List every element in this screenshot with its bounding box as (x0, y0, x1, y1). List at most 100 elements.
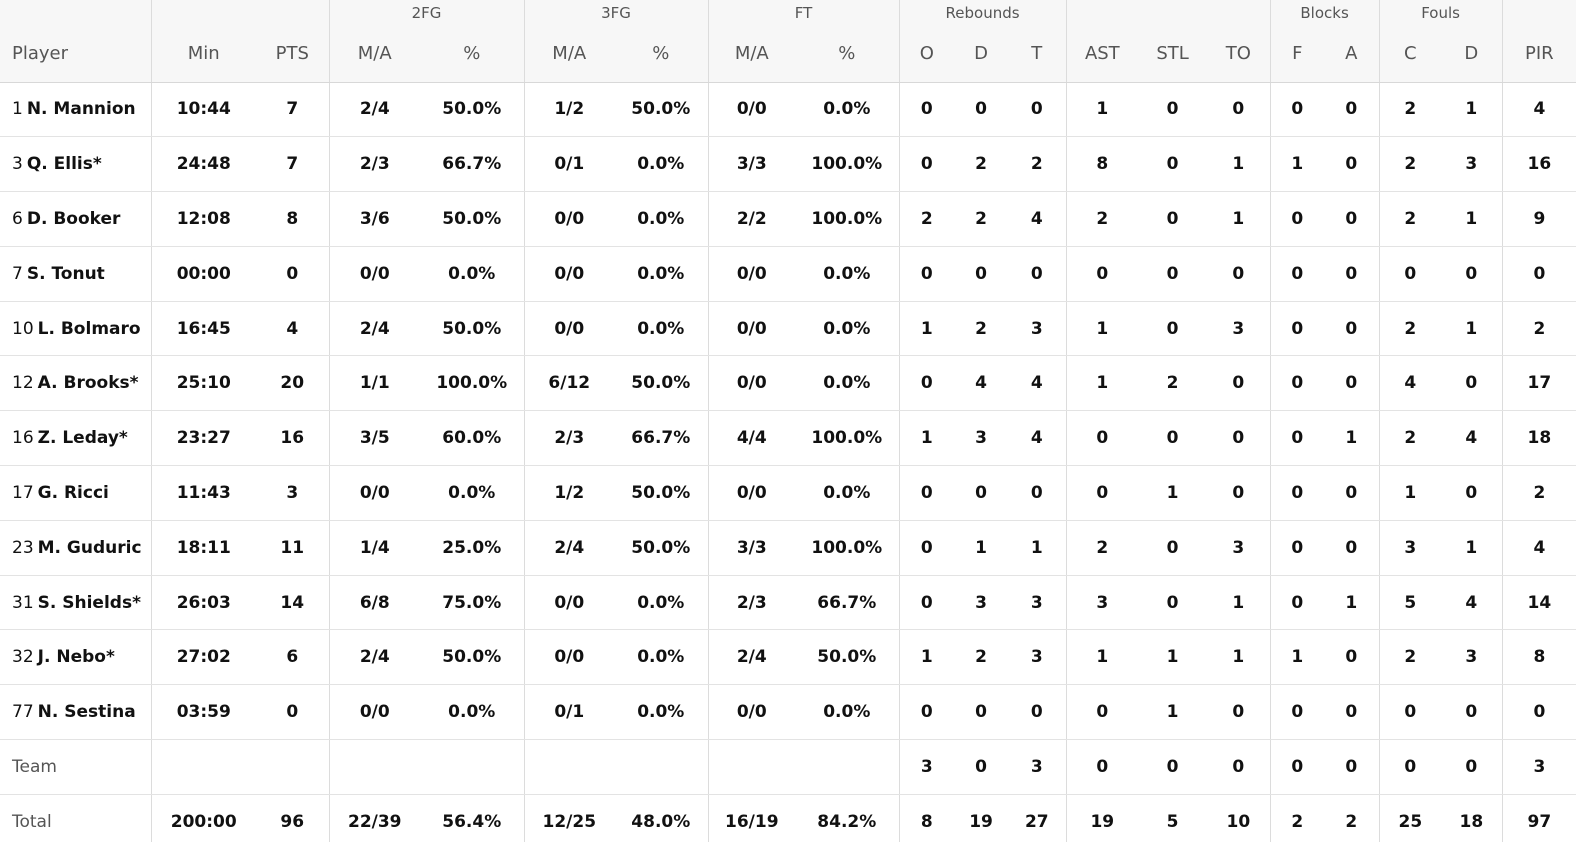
player-row[interactable]: 23 M. Guduric 18:11 11 1/4 25.0% 2/4 50.0% 3/3 10… (0, 520, 1576, 576)
player-row[interactable]: 1 N. Mannion 10:44 7 2/4 50.0% 1/2 50.0% 0/0 0.0%… (0, 82, 1576, 138)
player-name-link[interactable]: A. Brooks* (37, 373, 139, 394)
cell-2fg-pct: 50.0% (420, 629, 525, 686)
cell-fouls-c: 4 (1379, 355, 1442, 412)
cell-reb-t: 4 (1008, 191, 1067, 247)
cell-player[interactable]: 17 G. Ricci (0, 465, 152, 521)
cell-2fg-pct: 100.0% (420, 355, 525, 412)
cell-min: 24:48 (151, 136, 256, 193)
player-row[interactable]: 32 J. Nebo* 27:02 6 2/4 50.0% 0/0 0.0% 2/4 50.0% 1… (0, 629, 1576, 686)
cell-fouls-d: 1 (1441, 301, 1503, 357)
col-to[interactable]: TO (1207, 25, 1271, 83)
col-blk-a[interactable]: A (1324, 25, 1380, 83)
cell-pts: 4 (256, 301, 330, 357)
cell-player[interactable]: 32 J. Nebo* (0, 629, 152, 686)
cell-stl: 0 (1138, 410, 1208, 467)
player-name-link[interactable]: S. Tonut (26, 263, 105, 284)
cell-player[interactable]: 12 A. Brooks* (0, 355, 152, 412)
cell-pts: 6 (256, 629, 330, 686)
cell-pts: 96 (256, 794, 330, 842)
cell-blk-f: 0 (1270, 355, 1325, 412)
cell-player[interactable]: 10 L. Bolmaro (0, 301, 152, 357)
cell-reb-d: 2 (954, 629, 1009, 686)
total-row: Total 200:00 96 22/39 56.4% 12/25 48.0% 16/19 84… (0, 794, 1576, 842)
col-reb-t[interactable]: T (1008, 25, 1067, 83)
col-fouls-d[interactable]: D (1441, 25, 1503, 83)
cell-player[interactable]: 23 M. Guduric (0, 520, 152, 576)
cell-pts: 0 (256, 246, 330, 302)
cell-pir: 14 (1502, 575, 1576, 631)
col-2fg-pct[interactable]: % (420, 25, 525, 83)
player-row[interactable]: 31 S. Shields* 26:03 14 6/8 75.0% 0/0 0.0% 2/3 66… (0, 575, 1576, 631)
col-player[interactable]: Player (0, 25, 152, 83)
player-row[interactable]: 3 Q. Ellis* 24:48 7 2/3 66.7% 0/1 0.0% 3/3 100.0%… (0, 136, 1576, 193)
cell-to: 1 (1207, 575, 1271, 631)
player-row[interactable]: 77 N. Sestina 03:59 0 0/0 0.0% 0/1 0.0% 0/0 0.0% 0… (0, 684, 1576, 741)
cell-ft-ma: 0/0 (708, 465, 796, 521)
col-reb-d[interactable]: D (954, 25, 1009, 83)
cell-player[interactable]: 7 S. Tonut (0, 246, 152, 302)
player-name-link[interactable]: S. Shields* (37, 592, 141, 613)
player-name-link[interactable]: N. Mannion (26, 99, 136, 120)
col-min[interactable]: Min (151, 25, 256, 83)
cell-blk-f: 0 (1270, 575, 1325, 631)
col-fouls-c[interactable]: C (1379, 25, 1442, 83)
group-empty (1502, 0, 1576, 25)
cell-ft-pct: 50.0% (795, 629, 900, 686)
player-name-link[interactable]: D. Booker (26, 208, 121, 229)
cell-player[interactable]: 16 Z. Leday* (0, 410, 152, 467)
cell-player[interactable]: 31 S. Shields* (0, 575, 152, 631)
cell-ft-pct: 0.0% (795, 684, 900, 741)
col-ft-ma[interactable]: M/A (708, 25, 796, 83)
col-ast[interactable]: AST (1066, 25, 1139, 83)
player-name-link[interactable]: G. Ricci (37, 482, 109, 503)
cell-3fg-pct: 0.0% (614, 684, 709, 741)
col-ft-pct[interactable]: % (795, 25, 900, 83)
cell-ft-ma (708, 739, 796, 795)
col-pts[interactable]: PTS (256, 25, 330, 83)
cell-3fg-ma: 6/12 (524, 355, 615, 412)
player-name-link[interactable]: J. Nebo* (37, 647, 115, 668)
player-row[interactable]: 17 G. Ricci 11:43 3 0/0 0.0% 1/2 50.0% 0/0 0.0% 0 0… (0, 465, 1576, 521)
cell-ast: 0 (1066, 739, 1139, 795)
cell-ft-ma: 0/0 (708, 684, 796, 741)
player-name-link[interactable]: M. Guduric (37, 537, 142, 558)
cell-player[interactable]: 77 N. Sestina (0, 684, 152, 741)
cell-3fg-ma: 0/0 (524, 246, 615, 302)
cell-fouls-d: 0 (1441, 739, 1503, 795)
cell-2fg-ma: 0/0 (329, 684, 420, 741)
cell-min: 27:02 (151, 629, 256, 686)
player-name-link[interactable]: N. Sestina (37, 702, 136, 723)
total-label: Total (0, 794, 152, 842)
player-name-link[interactable]: L. Bolmaro (37, 318, 141, 339)
player-name-link[interactable]: Z. Leday* (37, 428, 128, 449)
cell-reb-o: 3 (899, 739, 955, 795)
cell-3fg-pct: 50.0% (614, 355, 709, 412)
cell-2fg-pct: 66.7% (420, 136, 525, 193)
player-row[interactable]: 10 L. Bolmaro 16:45 4 2/4 50.0% 0/0 0.0% 0/0 0.0%… (0, 301, 1576, 357)
player-row[interactable]: 7 S. Tonut 00:00 0 0/0 0.0% 0/0 0.0% 0/0 0.0% 0 0 0 0… (0, 246, 1576, 302)
col-stl[interactable]: STL (1138, 25, 1208, 83)
cell-reb-d: 19 (969, 812, 993, 832)
cell-player[interactable]: 3 Q. Ellis* (0, 136, 152, 193)
cell-ft-pct: 100.0% (795, 410, 900, 467)
cell-blk-a: 0 (1324, 246, 1380, 302)
col-pir[interactable]: PIR (1502, 25, 1576, 83)
cell-ft-ma: 16/19 (725, 812, 779, 832)
cell-player[interactable]: 6 D. Booker (0, 191, 152, 247)
cell-pir: 9 (1502, 191, 1576, 247)
player-row[interactable]: 12 A. Brooks* 25:10 20 1/1 100.0% 6/12 50.0% 0/0… (0, 355, 1576, 412)
col-2fg-ma[interactable]: M/A (329, 25, 420, 83)
player-name-link[interactable]: Q. Ellis* (26, 154, 102, 175)
cell-stl: 2 (1138, 355, 1208, 412)
col-blk-f[interactable]: F (1270, 25, 1325, 83)
cell-player[interactable]: 1 N. Mannion (0, 82, 152, 138)
col-3fg-ma[interactable]: M/A (524, 25, 615, 83)
cell-stl: 0 (1138, 136, 1208, 193)
col-3fg-pct[interactable]: % (614, 25, 709, 83)
cell-min: 00:00 (151, 246, 256, 302)
cell-pts (256, 739, 330, 795)
player-row[interactable]: 6 D. Booker 12:08 8 3/6 50.0% 0/0 0.0% 2/2 100.0%… (0, 191, 1576, 247)
player-row[interactable]: 16 Z. Leday* 23:27 16 3/5 60.0% 2/3 66.7% 4/4 100… (0, 410, 1576, 467)
col-reb-o[interactable]: O (899, 25, 955, 83)
cell-reb-o: 0 (899, 136, 955, 193)
